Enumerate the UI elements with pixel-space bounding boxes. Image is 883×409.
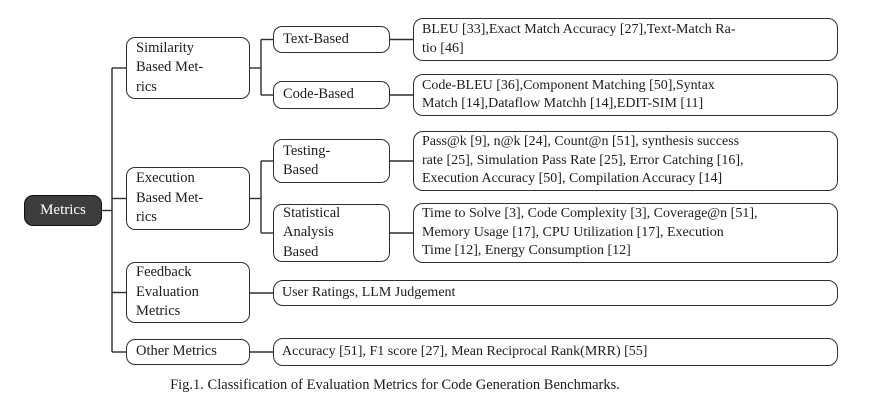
node-similarity-based-metrics: Similarity Based Met- rics	[126, 37, 250, 99]
leaf-code-based-metrics: Code-BLEU [36],Component Matching [50],S…	[413, 74, 838, 116]
node-feedback-evaluation-metrics: Feedback Evaluation Metrics	[126, 262, 250, 323]
leaf-other-metrics: Accuracy [51], F1 score [27], Mean Recip…	[273, 338, 838, 366]
root-node-metrics: Metrics	[24, 195, 102, 226]
figure-caption: Fig.1. Classification of Evaluation Metr…	[170, 377, 620, 393]
leaf-statistical-analysis-metrics: Time to Solve [3], Code Complexity [3], …	[413, 203, 838, 263]
node-text-based: Text-Based	[273, 26, 390, 53]
node-statistical-analysis-based: Statistical Analysis Based	[273, 204, 390, 262]
node-code-based: Code-Based	[273, 81, 390, 109]
leaf-feedback-evaluation-metrics: User Ratings, LLM Judgement	[273, 280, 838, 306]
node-execution-based-metrics: Execution Based Met- rics	[126, 167, 250, 230]
node-testing-based: Testing- Based	[273, 139, 390, 183]
leaf-testing-based-metrics: Pass@k [9], n@k [24], Count@n [51], synt…	[413, 131, 838, 191]
node-other-metrics: Other Metrics	[126, 339, 250, 365]
leaf-text-based-metrics: BLEU [33],Exact Match Accuracy [27],Text…	[413, 18, 838, 61]
